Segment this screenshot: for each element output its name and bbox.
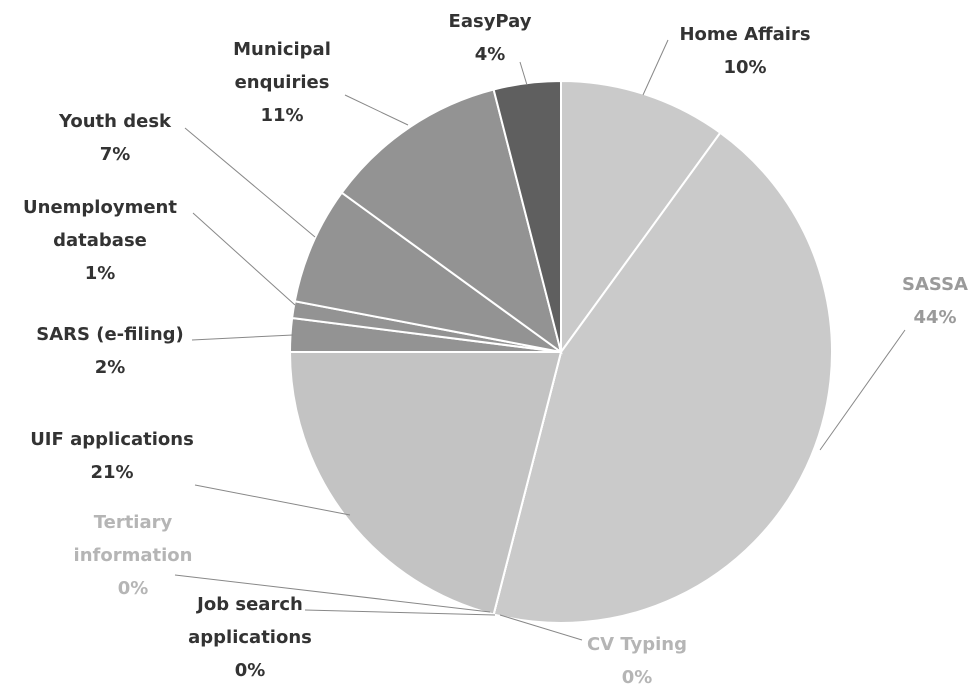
leader-line (184, 127, 316, 238)
slice-value: 44% (913, 307, 957, 328)
slice-value: 21% (90, 462, 134, 483)
slice-value: 0% (234, 660, 266, 681)
slice-label: Municipal enquiries 11% (217, 33, 347, 132)
leader-line (344, 94, 409, 126)
leader-line (304, 609, 496, 616)
slice-name: Tertiary information (73, 512, 193, 566)
leader-line (519, 61, 528, 86)
slice-name: SASSA (902, 274, 968, 295)
slice-label: SARS (e-filing) 2% (10, 318, 210, 384)
slice-label: Tertiary information 0% (58, 506, 208, 605)
pie-slice (288, 351, 563, 616)
slice-name: Municipal enquiries (233, 39, 331, 93)
slice-name: CV Typing (586, 634, 688, 655)
slice-label: Job search applications 0% (175, 588, 325, 687)
slice-value: 7% (99, 144, 131, 165)
slice-name: Home Affairs (679, 24, 811, 45)
slice-value: 1% (84, 263, 116, 284)
slice-value: 0% (621, 667, 653, 688)
slice-label: Youth desk 7% (40, 105, 190, 171)
slice-name: SARS (e-filing) (36, 324, 184, 345)
slice-label: EasyPay 4% (430, 5, 550, 71)
slice-label: CV Typing 0% (567, 628, 707, 694)
pie-slice (492, 131, 833, 624)
slice-value: 0% (117, 578, 149, 599)
slice-name: Youth desk (58, 111, 172, 132)
leader-line (194, 484, 351, 516)
slice-name: Job search applications (188, 594, 312, 648)
slice-label: SASSA 44% (895, 268, 975, 334)
slice-value: 4% (474, 44, 506, 65)
slice-name: UIF applications (30, 429, 194, 450)
leader-line (174, 574, 491, 613)
leader-line (191, 334, 294, 341)
slice-label: Unemployment database 1% (5, 191, 195, 290)
leader-line (499, 614, 583, 641)
slice-value: 11% (260, 105, 304, 126)
pie-slice (492, 79, 562, 353)
slice-label: UIF applications 21% (12, 423, 212, 489)
pie-slice (293, 191, 562, 353)
slice-value: 2% (94, 357, 126, 378)
pie-slice (560, 79, 722, 356)
leader-line (819, 329, 906, 451)
leader-line (642, 39, 669, 96)
slice-name: Unemployment database (23, 197, 177, 251)
slice-label: Home Affairs 10% (655, 18, 835, 84)
slice-value: 10% (723, 57, 767, 78)
pie-slice (340, 88, 563, 355)
leader-line (192, 212, 296, 306)
slice-name: EasyPay (448, 11, 532, 32)
